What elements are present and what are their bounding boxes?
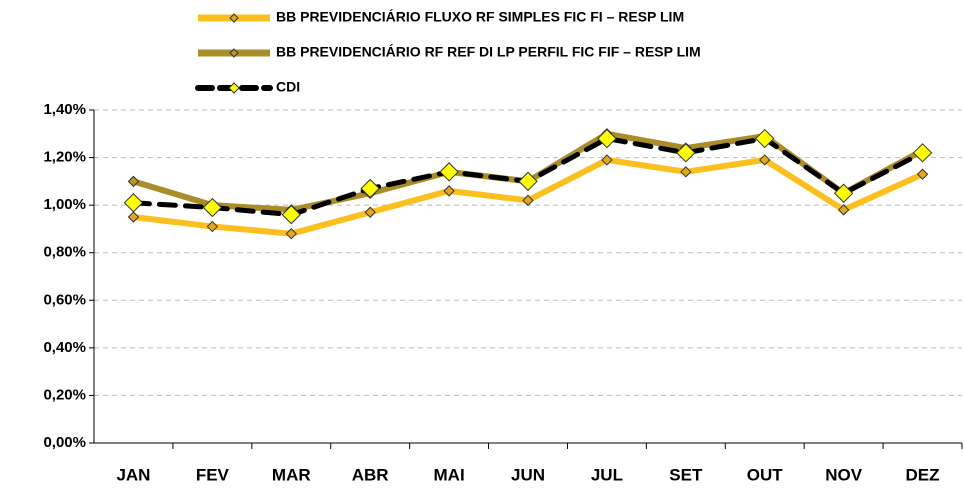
marker <box>123 193 144 213</box>
marker <box>281 204 301 225</box>
marker <box>522 194 534 207</box>
x-tick-label: NOV <box>825 465 863 484</box>
legend-marker <box>228 82 240 94</box>
x-tick-label: ABR <box>352 465 389 484</box>
y-tick-label: 0,20% <box>43 386 86 403</box>
marker <box>360 178 380 199</box>
marker <box>680 166 692 178</box>
x-tick-label: JUN <box>511 465 545 484</box>
legend-marker <box>229 13 239 23</box>
marker <box>443 185 455 197</box>
x-tick-label: OUT <box>747 465 784 484</box>
marker <box>833 183 854 203</box>
y-tick-label: 1,00% <box>43 196 86 213</box>
x-tick-label: MAI <box>434 465 465 484</box>
y-tick-label: 1,40% <box>43 101 86 118</box>
marker <box>206 220 219 233</box>
x-tick-label: MAR <box>272 465 311 484</box>
marker <box>837 204 850 216</box>
y-tick-label: 0,80% <box>43 244 86 261</box>
legend-marker <box>229 48 239 58</box>
marker <box>127 175 140 188</box>
legend-label: BB PREVIDENCIÁRIO FLUXO RF SIMPLES FIC F… <box>276 9 684 25</box>
marker <box>285 227 297 240</box>
marker <box>676 143 696 163</box>
x-tick-label: JAN <box>116 465 150 484</box>
marker <box>439 162 459 182</box>
marker <box>518 171 538 192</box>
x-tick-label: JUL <box>591 465 623 484</box>
marker <box>597 128 617 149</box>
x-tick-label: SET <box>669 465 703 484</box>
legend-label: BB PREVIDENCIÁRIO RF REF DI LP PERFIL FI… <box>276 44 701 60</box>
y-tick-label: 0,60% <box>43 291 86 308</box>
y-tick-label: 0,40% <box>43 339 86 356</box>
marker <box>202 197 223 218</box>
marker <box>912 143 933 163</box>
marker <box>127 211 140 223</box>
y-tick-label: 0,00% <box>43 434 86 451</box>
y-tick-label: 1,20% <box>43 149 86 166</box>
marker <box>759 154 771 166</box>
legend-label: CDI <box>276 79 300 95</box>
x-tick-label: FEV <box>196 465 230 484</box>
marker <box>755 128 775 149</box>
x-tick-label: DEZ <box>906 465 940 484</box>
marker <box>364 206 376 218</box>
marker <box>916 168 929 180</box>
marker <box>601 154 613 166</box>
